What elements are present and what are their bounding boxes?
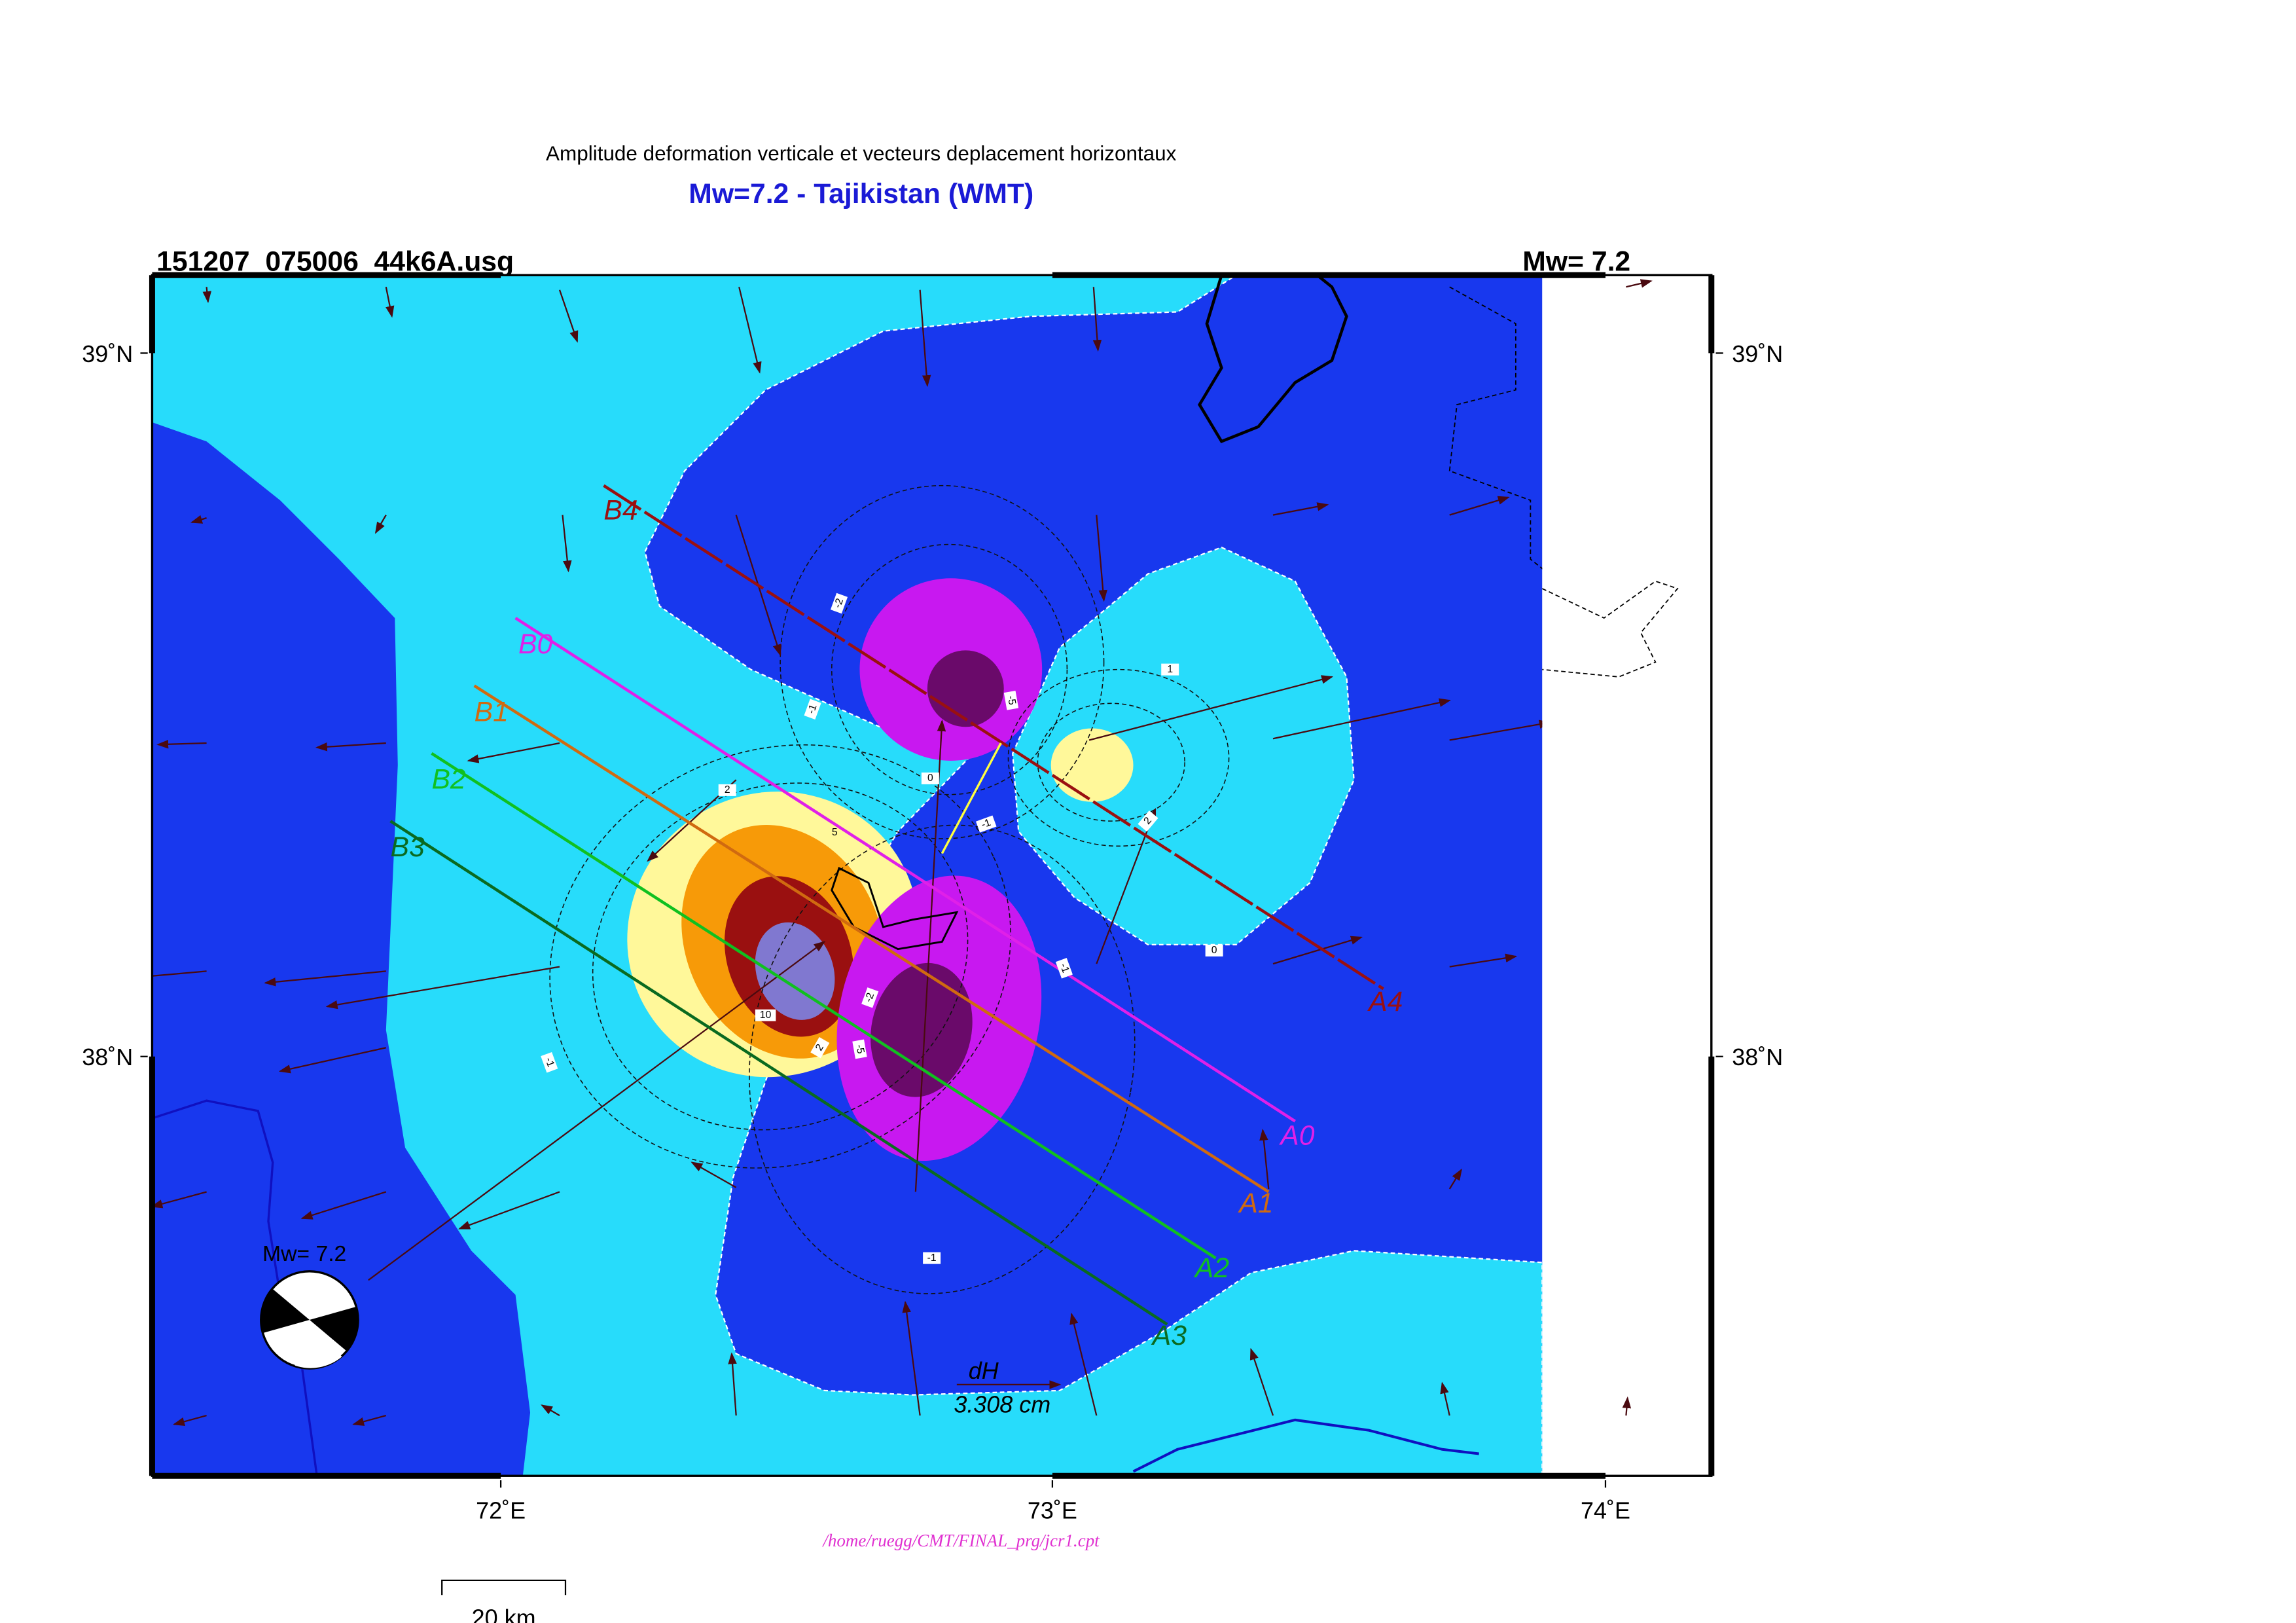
- contour-label: -2: [863, 991, 877, 1004]
- scale-label: 20 km: [472, 1604, 536, 1623]
- contour-label: 0: [1211, 945, 1217, 956]
- lat-label: 39˚N: [1732, 340, 1783, 367]
- profiles: B4 A4 B0 A0 B1 A1 B2 A2 B3 A3: [389, 484, 1403, 1351]
- profile-label: B4: [603, 494, 637, 526]
- magnitude: Mw= 7.2: [1522, 246, 1630, 278]
- lat-label: 39˚N: [82, 340, 133, 367]
- contour-label: 0: [927, 773, 933, 784]
- profile-line: [389, 820, 1168, 1326]
- profile-label: A2: [1193, 1252, 1229, 1284]
- contour-label: -1: [1058, 962, 1071, 974]
- lat-label: 38˚N: [82, 1044, 133, 1070]
- subsidence-s-core: [870, 962, 973, 1097]
- subtitle: Amplitude deformation verticale et vecte…: [546, 142, 1177, 165]
- profile-label: B1: [475, 696, 509, 727]
- lon-label: 73˚E: [1028, 1497, 1077, 1523]
- contour-labels: -2 -1 -5 0 2 5 -1 10 -2 -5 2 -1 1 2 0 -1…: [541, 593, 1223, 1264]
- contour-label: 5: [832, 827, 838, 838]
- profile-label: B2: [431, 764, 465, 795]
- profile-label: A4: [1367, 986, 1403, 1017]
- contour-label: -1: [980, 817, 992, 831]
- contour-label: -2: [832, 597, 846, 610]
- frame: [140, 272, 1723, 1488]
- contour-label: -1: [927, 1252, 937, 1264]
- deformation-field: [152, 275, 1543, 1476]
- contour-label: -5: [1005, 695, 1018, 706]
- profile-line: [431, 752, 1217, 1260]
- lat-label: 38˚N: [1732, 1044, 1783, 1070]
- mechanism-label: Mw= 7.2: [262, 1241, 346, 1266]
- axis-labels: 39˚N 38˚N 39˚N 38˚N 72˚E 73˚E 74˚E: [82, 340, 1783, 1524]
- contour-label: 10: [760, 1010, 772, 1021]
- profile-label: A0: [1278, 1120, 1314, 1152]
- profile-line: [473, 684, 1270, 1194]
- fault-trace: [941, 742, 1002, 854]
- vector-value: 3.308 cm: [954, 1391, 1050, 1418]
- uplift-east: [1050, 728, 1134, 802]
- beachball: Mw= 7.2: [260, 1241, 359, 1370]
- contour-label: -1: [543, 1056, 556, 1068]
- title: Mw=7.2 - Tajikistan (WMT): [689, 178, 1033, 210]
- lon-label: 74˚E: [1581, 1497, 1630, 1523]
- profile-label: A3: [1151, 1320, 1187, 1351]
- east-vectors: [1622, 279, 1653, 1416]
- displacement-vectors: [152, 287, 1543, 1426]
- subsidence-n-core: [927, 650, 1004, 727]
- east-lobe: [1012, 546, 1355, 946]
- profile-label: B0: [518, 629, 552, 660]
- file-name: 151207_075006_44k6A.usg: [156, 246, 514, 278]
- lon-label: 72˚E: [476, 1497, 526, 1523]
- cpt-path: /home/ruegg/CMT/FINAL_prg/jcr1.cpt: [821, 1531, 1100, 1550]
- vector-legend: dH 3.308 cm: [954, 1357, 1062, 1418]
- contour-label: 2: [725, 784, 730, 795]
- profile-line: [603, 484, 1384, 991]
- vector-label: dH: [969, 1357, 999, 1384]
- scale-bar: [441, 1579, 567, 1596]
- profile-label: B3: [391, 831, 425, 863]
- contour-label: -5: [853, 1044, 866, 1055]
- border-east: [1541, 580, 1679, 678]
- contour-label: 1: [1167, 664, 1173, 675]
- west-zone: [152, 422, 531, 1476]
- profile-line: [514, 617, 1296, 1123]
- contour-label: -1: [806, 703, 819, 716]
- profile-label: A1: [1237, 1188, 1273, 1219]
